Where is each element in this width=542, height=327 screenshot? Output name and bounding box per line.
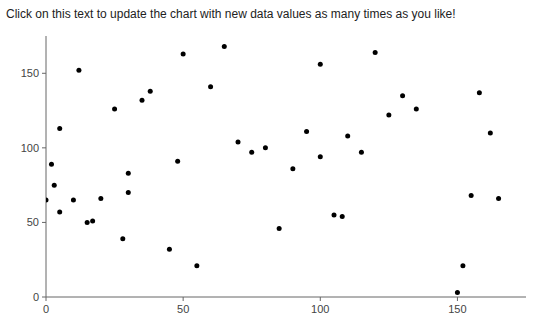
- point: [373, 50, 378, 55]
- y-tick: [42, 73, 46, 74]
- x-tick-label: 150: [448, 303, 466, 315]
- y-tick: [42, 147, 46, 148]
- y-tick-label: 150: [21, 67, 39, 79]
- point: [57, 126, 62, 131]
- x-axis: [46, 297, 526, 298]
- x-tick: [183, 297, 184, 301]
- x-tick: [46, 297, 47, 301]
- x-tick-label: 100: [311, 303, 329, 315]
- point: [98, 196, 103, 201]
- point: [49, 162, 54, 167]
- point: [76, 68, 81, 73]
- point: [46, 198, 49, 203]
- point: [340, 214, 345, 219]
- point: [126, 171, 131, 176]
- point: [181, 51, 186, 56]
- point: [469, 193, 474, 198]
- point: [140, 98, 145, 103]
- point: [400, 93, 405, 98]
- chart: Click on this text to update the chart w…: [0, 0, 542, 327]
- y-tick: [42, 297, 46, 298]
- point: [304, 129, 309, 134]
- point: [120, 236, 125, 241]
- point: [318, 62, 323, 67]
- x-tick-label: 0: [43, 303, 49, 315]
- y-tick-label: 50: [27, 216, 39, 228]
- point: [208, 84, 213, 89]
- point: [57, 209, 62, 214]
- point: [112, 107, 117, 112]
- point: [222, 44, 227, 49]
- y-axis: [46, 36, 47, 297]
- x-tick-label: 50: [177, 303, 189, 315]
- point: [249, 150, 254, 155]
- y-tick: [42, 222, 46, 223]
- x-tick: [320, 297, 321, 301]
- point: [359, 150, 364, 155]
- point: [496, 196, 501, 201]
- point: [167, 247, 172, 252]
- title: Click on this text to update the chart w…: [6, 7, 456, 21]
- point: [460, 263, 465, 268]
- point: [277, 226, 282, 231]
- point: [414, 107, 419, 112]
- point: [488, 130, 493, 135]
- point: [236, 139, 241, 144]
- point: [455, 290, 460, 295]
- point: [332, 212, 337, 217]
- point: [194, 263, 199, 268]
- point: [52, 183, 57, 188]
- point: [126, 190, 131, 195]
- points: [46, 44, 501, 295]
- point: [263, 145, 268, 150]
- point: [71, 198, 76, 203]
- x-tick: [457, 297, 458, 301]
- point: [90, 218, 95, 223]
- y-tick-label: 0: [33, 291, 39, 303]
- point: [318, 154, 323, 159]
- point: [345, 133, 350, 138]
- point: [148, 89, 153, 94]
- point: [386, 113, 391, 118]
- point: [85, 220, 90, 225]
- chart-container: Click on this text to update the chart w…: [0, 0, 542, 327]
- y-tick-label: 100: [21, 142, 39, 154]
- point: [290, 166, 295, 171]
- point: [175, 159, 180, 164]
- point: [477, 90, 482, 95]
